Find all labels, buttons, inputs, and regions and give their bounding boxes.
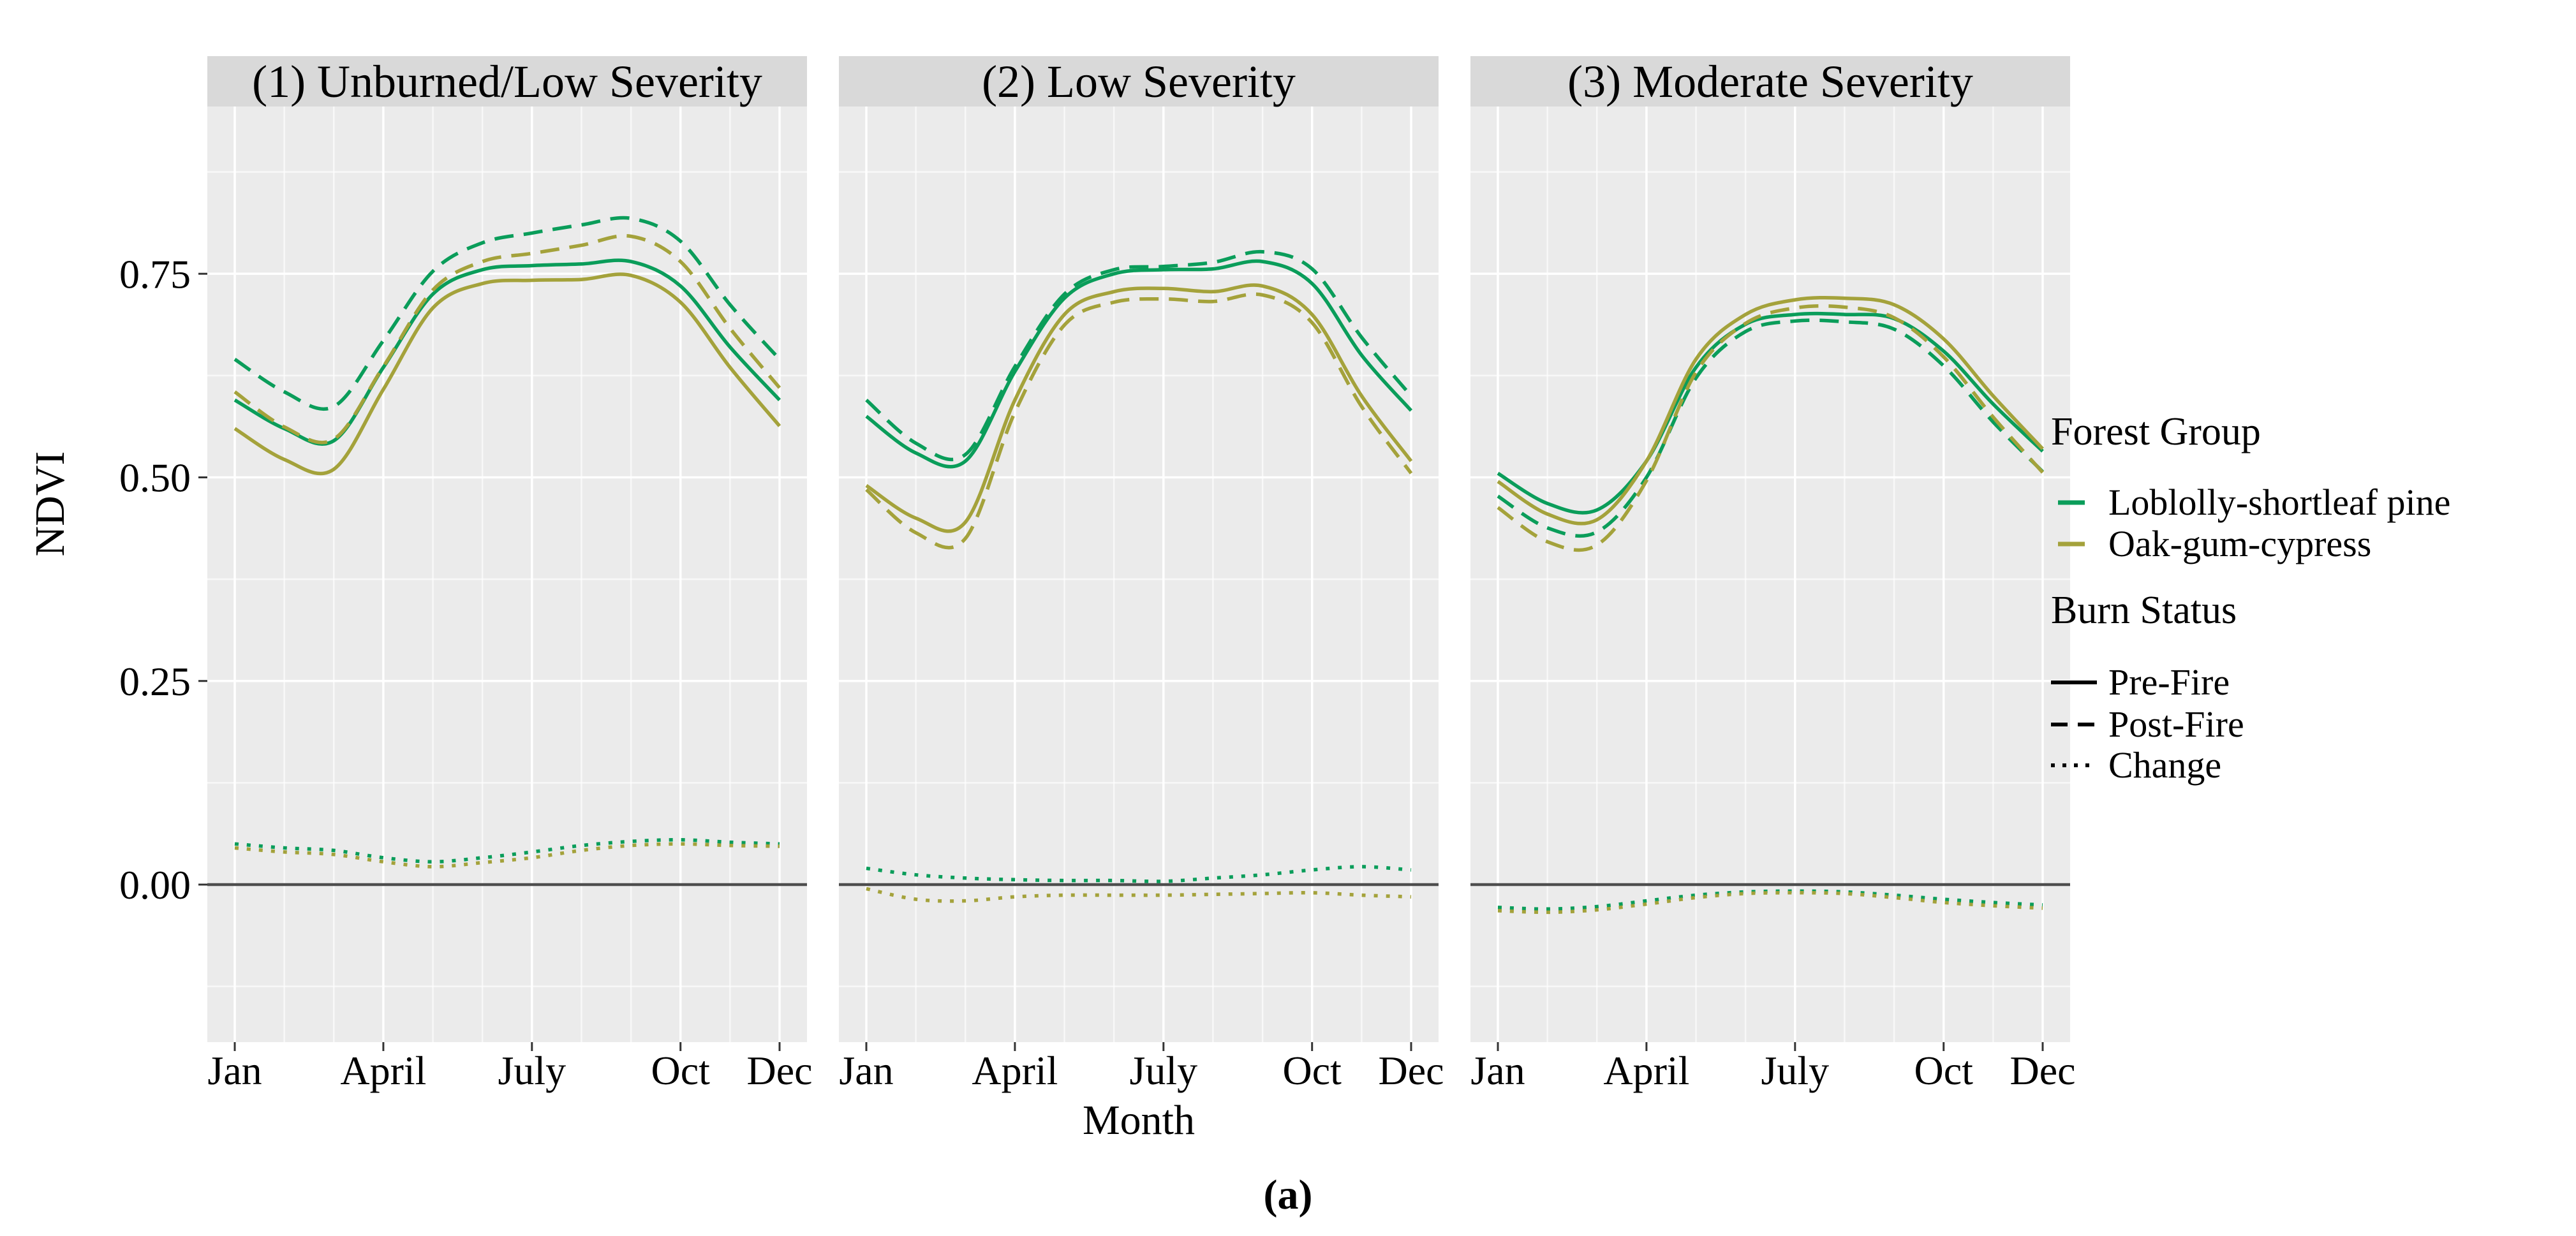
curve-pre-fire-pine xyxy=(865,259,1413,469)
facet-strip xyxy=(839,56,1439,107)
panel-background xyxy=(207,107,807,1042)
legend: Forest Group Loblolly-shortleaf pine Oak… xyxy=(2051,410,2450,786)
curve-pre-fire-cypress xyxy=(865,283,1413,533)
x-tick-label: Oct xyxy=(1914,1048,1974,1093)
x-tick-label: April xyxy=(340,1048,426,1093)
x-tick-label: July xyxy=(1761,1048,1829,1093)
curve-change-cypress xyxy=(866,887,1412,903)
curve-pre-fire-cypress xyxy=(1497,295,2045,526)
x-tick-label: July xyxy=(498,1048,566,1093)
facet-strip xyxy=(1470,56,2070,107)
curve-change-cypress xyxy=(1497,891,2043,915)
curve-pre-fire-cypress xyxy=(233,272,781,476)
curve-post-fire-pine xyxy=(233,216,781,411)
curve-post-fire-pine xyxy=(865,249,1413,462)
x-tick-label: July xyxy=(1129,1048,1197,1093)
x-tick-label: Jan xyxy=(1470,1048,1525,1093)
y-tick-label: 0.75 xyxy=(119,251,191,297)
legend-label-loblolly-shortleaf-pine: Loblolly-shortleaf pine xyxy=(2108,482,2450,523)
facet-title-moderate: (3) Moderate Severity xyxy=(1567,56,1973,107)
x-tick-label: Oct xyxy=(651,1048,711,1093)
legend-title-forest-group: Forest Group xyxy=(2051,410,2261,453)
x-tick-label: April xyxy=(1603,1048,1689,1093)
x-tick-label: Jan xyxy=(207,1048,262,1093)
legend-label-post-fire: Post-Fire xyxy=(2108,703,2244,745)
y-axis-title: NDVI xyxy=(27,452,73,557)
x-tick-label: Jan xyxy=(839,1048,893,1093)
legend-title-burn-status: Burn Status xyxy=(2051,589,2237,632)
figure-caption: (a) xyxy=(1264,1172,1313,1218)
y-tick-label: 0.25 xyxy=(119,659,191,704)
curve-pre-fire-pine xyxy=(233,258,781,446)
curve-post-fire-cypress xyxy=(1497,304,2045,552)
curve-pre-fire-pine xyxy=(1497,311,2044,515)
panels-layer: Jan April July Oct Dec Jan April July Oct Dec Jan A… xyxy=(119,107,2076,1093)
curve-change-pine xyxy=(1497,889,2043,911)
facet-title-low: (2) Low Severity xyxy=(982,56,1296,107)
x-tick-label: Oct xyxy=(1283,1048,1342,1093)
panel-background xyxy=(839,107,1439,1042)
x-tick-label: April xyxy=(972,1048,1058,1093)
legend-label-pre-fire: Pre-Fire xyxy=(2108,661,2230,703)
curve-change-pine xyxy=(866,865,1412,883)
x-tick-label: Dec xyxy=(1378,1048,1444,1093)
x-tick-label: Dec xyxy=(746,1048,812,1093)
facet-title-unburned-low: (1) Unburned/Low Severity xyxy=(252,56,762,107)
strips-layer: (1) Unburned/Low Severity (2) Low Severi… xyxy=(207,56,2070,107)
y-tick-label: 0.00 xyxy=(119,862,191,908)
y-tick-label: 0.50 xyxy=(119,455,191,501)
legend-label-oak-gum-cypress: Oak-gum-cypress xyxy=(2108,523,2371,564)
x-tick-label: Dec xyxy=(2010,1048,2075,1093)
facet-strip xyxy=(207,56,807,107)
panel-background xyxy=(1470,107,2070,1042)
curve-post-fire-cypress xyxy=(865,292,1413,550)
x-axis-title: Month xyxy=(1083,1097,1195,1144)
curve-post-fire-pine xyxy=(1497,318,2044,538)
legend-label-change: Change xyxy=(2108,744,2221,786)
